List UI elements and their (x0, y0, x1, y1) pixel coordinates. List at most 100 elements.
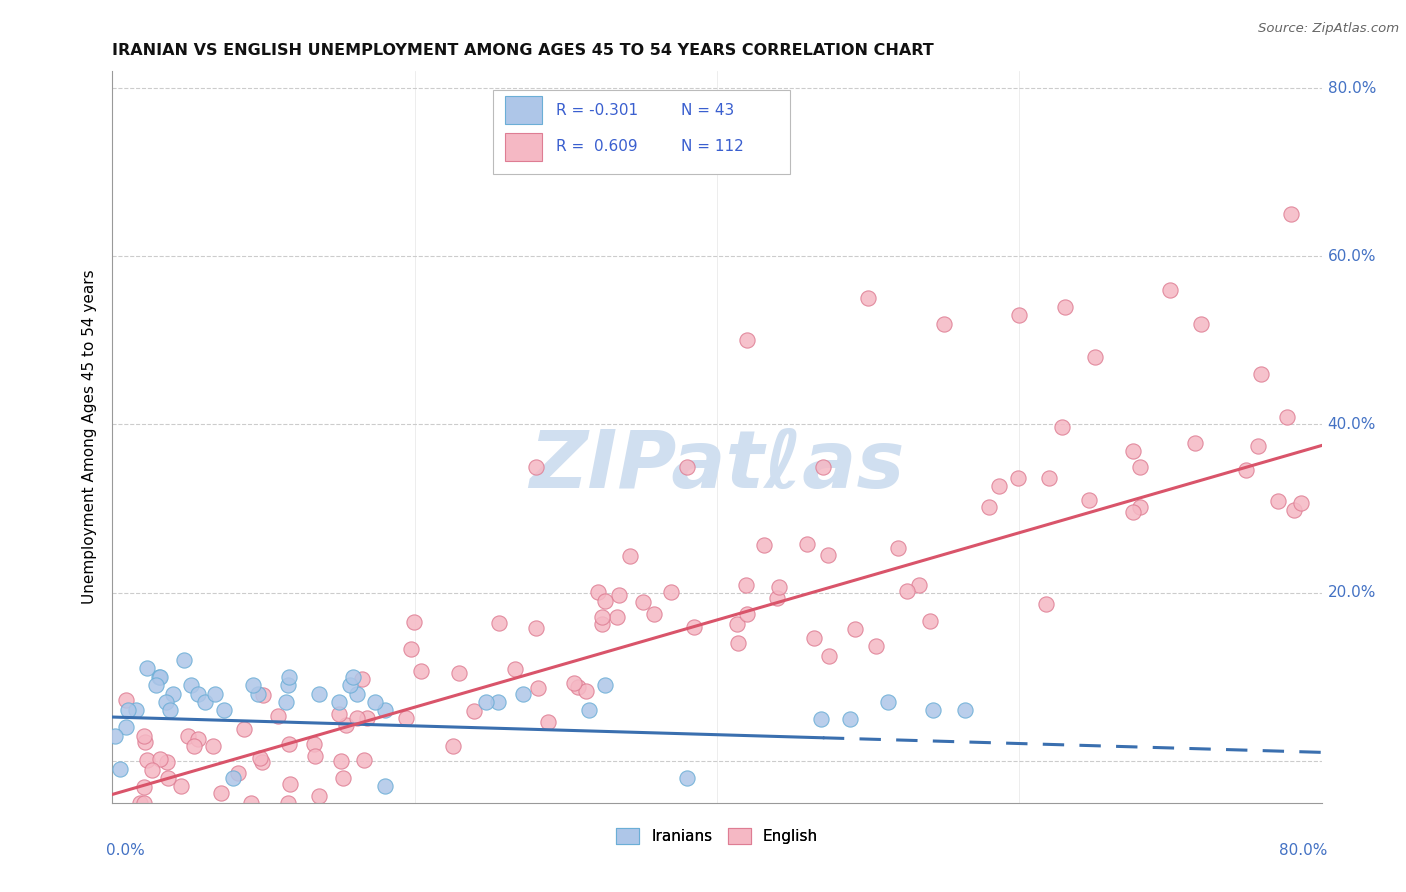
Point (201, 739, 224, 753)
Point (117, 703, 139, 717)
Point (619, 549, 641, 563)
Point (364, 695, 387, 709)
FancyBboxPatch shape (506, 133, 541, 161)
Point (399, 641, 422, 656)
Point (887, 541, 910, 555)
Point (170, 779, 193, 793)
Point (148, 670, 170, 684)
Point (129, 796, 152, 810)
Point (922, 703, 945, 717)
Point (987, 478, 1010, 492)
Point (278, 777, 301, 791)
Point (1129, 500, 1152, 514)
Point (242, 678, 264, 692)
Point (865, 639, 887, 653)
Point (1038, 471, 1060, 485)
Point (1052, 419, 1074, 434)
Point (329, 754, 352, 768)
Point (1053, 300, 1076, 314)
Point (1267, 494, 1289, 508)
Point (817, 548, 839, 562)
Point (302, 737, 325, 751)
Point (395, 710, 418, 724)
Point (527, 681, 550, 696)
Point (486, 695, 509, 709)
Point (725, 617, 748, 632)
Point (239, 796, 262, 810)
Point (162, 686, 184, 700)
Point (537, 714, 560, 729)
Y-axis label: Unemployment Among Ages 45 to 54 years: Unemployment Among Ages 45 to 54 years (82, 269, 97, 605)
Point (1250, 367, 1272, 381)
Point (567, 680, 589, 694)
Point (591, 610, 613, 624)
Point (212, 703, 235, 717)
Point (1275, 409, 1298, 424)
Text: 60.0%: 60.0% (1327, 249, 1376, 264)
Point (1159, 283, 1181, 297)
Point (141, 763, 163, 777)
Point (475, 695, 498, 709)
Point (1007, 471, 1029, 485)
Point (115, 693, 138, 707)
Point (250, 755, 273, 769)
Point (877, 695, 900, 709)
Point (463, 704, 485, 718)
Point (607, 588, 630, 602)
Text: 20.0%: 20.0% (1327, 585, 1376, 600)
Point (180, 678, 202, 692)
Point (226, 765, 249, 780)
Point (856, 291, 880, 305)
Point (132, 780, 155, 794)
Point (1189, 317, 1212, 331)
Text: N = 43: N = 43 (681, 103, 734, 118)
Point (249, 751, 271, 765)
Point (1008, 308, 1031, 322)
Text: 40.0%: 40.0% (1327, 417, 1376, 432)
Point (232, 722, 254, 736)
Point (593, 678, 616, 692)
Point (177, 729, 200, 743)
Point (332, 771, 354, 785)
Point (447, 666, 470, 681)
Point (796, 537, 818, 551)
Point (356, 711, 378, 725)
Point (278, 737, 301, 751)
Point (1084, 350, 1107, 364)
Point (308, 789, 330, 803)
Point (149, 752, 172, 766)
Point (675, 459, 697, 474)
Text: 80.0%: 80.0% (1327, 80, 1376, 95)
Point (409, 664, 432, 678)
Point (155, 695, 177, 709)
Point (346, 711, 368, 725)
Point (194, 695, 217, 709)
Point (1184, 436, 1206, 450)
Point (308, 686, 330, 700)
Point (1234, 463, 1257, 477)
Text: R =  0.609: R = 0.609 (557, 139, 638, 154)
Point (564, 676, 586, 690)
FancyBboxPatch shape (506, 96, 541, 124)
Point (977, 500, 1000, 514)
Point (204, 686, 226, 700)
Point (803, 631, 825, 645)
Point (108, 762, 131, 776)
Point (735, 578, 758, 592)
Point (134, 796, 156, 810)
Point (908, 578, 931, 592)
Point (1122, 505, 1144, 519)
Point (267, 709, 290, 723)
Point (339, 678, 361, 692)
FancyBboxPatch shape (494, 90, 790, 174)
Point (766, 591, 789, 606)
Point (187, 731, 209, 746)
Point (183, 739, 205, 754)
Point (631, 595, 654, 609)
Point (818, 649, 841, 664)
Point (1282, 502, 1305, 516)
Point (1279, 207, 1302, 221)
Point (145, 678, 167, 692)
Text: N = 112: N = 112 (681, 139, 744, 154)
Point (810, 712, 832, 726)
